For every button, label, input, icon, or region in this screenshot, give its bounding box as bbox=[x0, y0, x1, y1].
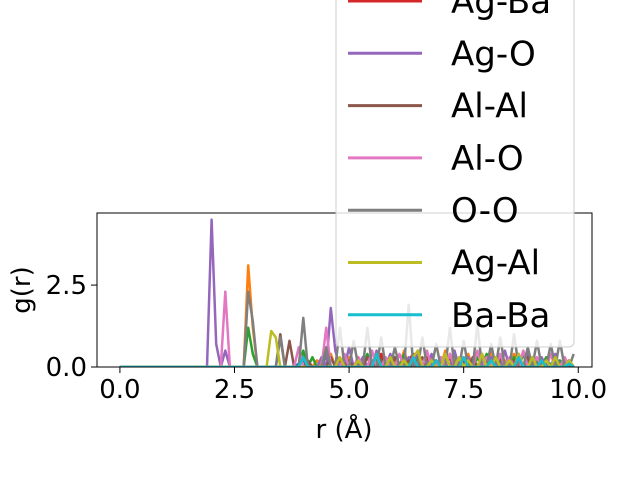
y-tick-label: 0.0 bbox=[46, 353, 87, 383]
x-tick-label: 5.0 bbox=[328, 375, 369, 405]
y-axis: 0.0 2.5 bbox=[46, 271, 97, 383]
legend-box bbox=[335, 0, 575, 348]
legend-label: Ag-O bbox=[451, 34, 536, 74]
legend-label: Ag-Al bbox=[451, 244, 540, 284]
series-line-4 bbox=[119, 218, 574, 367]
legend-label: Ag-Ba bbox=[451, 0, 551, 22]
legend-label: Al-Al bbox=[451, 87, 528, 127]
x-tick-label: 0.0 bbox=[99, 375, 140, 405]
y-axis-title: g(r) bbox=[7, 266, 37, 313]
legend-label: O-O bbox=[451, 191, 519, 231]
legend-label: Al-O bbox=[451, 139, 524, 179]
series-line-5 bbox=[119, 332, 575, 367]
x-tick-label: 2.5 bbox=[214, 375, 255, 405]
x-axis: 0.0 2.5 5.0 7.5 10.0 bbox=[99, 367, 607, 405]
x-tick-label: 10.0 bbox=[549, 375, 607, 405]
y-tick-label: 2.5 bbox=[46, 271, 87, 301]
x-tick-label: 7.5 bbox=[443, 375, 484, 405]
legend: Ag-Ba Ag-O Al-Al Al-O O-O Ag-Al Ba-Ba bbox=[335, 0, 575, 348]
legend-label: Ba-Ba bbox=[451, 296, 550, 336]
series-line-2 bbox=[119, 326, 574, 367]
x-axis-title: r (Å) bbox=[315, 413, 372, 445]
